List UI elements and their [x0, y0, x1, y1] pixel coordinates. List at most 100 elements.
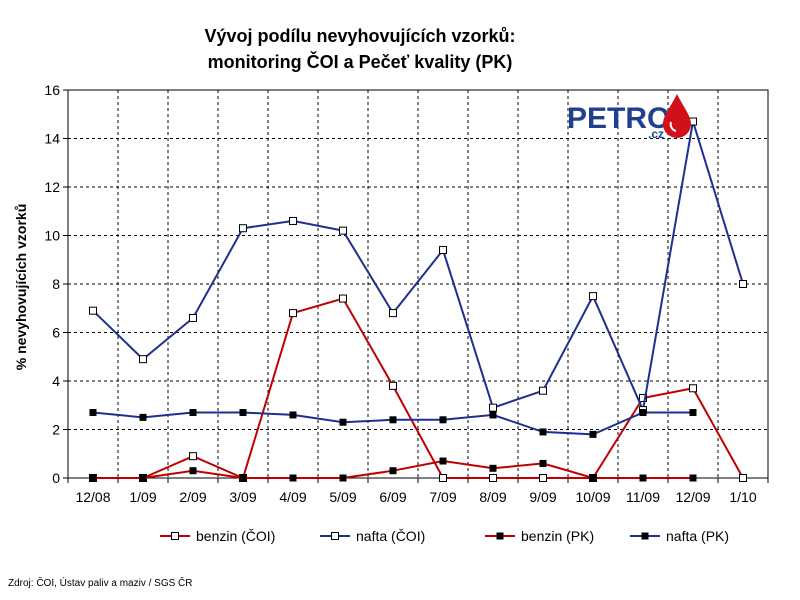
legend-item: benzin (PK)	[485, 528, 594, 544]
data-point	[339, 226, 347, 235]
data-point	[589, 430, 597, 438]
legend-swatch-marker	[496, 532, 504, 540]
data-point	[139, 474, 147, 482]
data-point	[239, 409, 247, 417]
y-tick-label: 10	[44, 228, 60, 244]
x-tick-label: 7/09	[429, 489, 456, 505]
y-tick-label: 8	[52, 276, 60, 292]
data-point	[389, 309, 397, 318]
x-tick-label: 4/09	[279, 489, 306, 505]
data-point	[139, 413, 147, 421]
x-tick-label: 1/09	[129, 489, 156, 505]
data-point	[239, 224, 247, 233]
y-tick-label: 0	[52, 470, 60, 486]
legend-label: nafta (ČOI)	[356, 528, 425, 544]
data-point	[439, 474, 447, 482]
data-point	[589, 474, 597, 482]
data-point	[439, 457, 447, 465]
legend-item: benzin (ČOI)	[160, 528, 275, 544]
x-tick-label: 11/09	[626, 489, 660, 505]
data-point	[639, 393, 647, 402]
data-point	[739, 280, 747, 288]
data-point	[439, 246, 447, 255]
data-point	[289, 216, 297, 225]
data-point	[189, 313, 197, 322]
grid	[68, 90, 768, 478]
oil-drop-highlight	[669, 121, 677, 132]
data-point	[739, 474, 747, 482]
data-point	[339, 418, 347, 426]
x-tick-label: 9/09	[529, 489, 556, 505]
data-point	[439, 416, 447, 424]
x-tick-label: 8/09	[479, 489, 506, 505]
series-line	[93, 297, 744, 480]
data-point	[539, 474, 547, 482]
legend-label: benzin (ČOI)	[196, 528, 275, 544]
logo-suffix: .cz	[648, 127, 664, 141]
data-point	[489, 411, 497, 419]
data-point	[639, 474, 647, 482]
data-point	[389, 381, 397, 390]
chart-title-line-2: monitoring ČOI a Pečeť kvality (PK)	[208, 51, 513, 72]
legend-swatch-marker	[331, 532, 339, 540]
data-point	[389, 467, 397, 475]
x-tick-label: 10/09	[575, 489, 610, 505]
data-point	[89, 306, 97, 315]
data-point	[389, 416, 397, 424]
data-point	[689, 474, 697, 482]
data-point	[489, 464, 497, 472]
y-tick-label: 16	[44, 82, 60, 98]
data-point	[289, 411, 297, 419]
data-point	[689, 409, 697, 417]
data-point	[289, 474, 297, 482]
x-tick-label: 1/10	[729, 489, 756, 505]
y-tick-label: 6	[52, 325, 60, 341]
data-point	[589, 292, 597, 301]
series-1	[89, 117, 747, 415]
x-tick-label: 6/09	[379, 489, 406, 505]
data-point	[539, 386, 547, 395]
source-note: Zdroj: ČOI, Ústav paliv a maziv / SGS ČR	[8, 576, 193, 589]
series-layer	[89, 117, 747, 482]
data-point	[89, 409, 97, 417]
legend-item: nafta (ČOI)	[320, 528, 425, 544]
x-tick-label: 3/09	[229, 489, 256, 505]
data-point	[489, 403, 497, 412]
data-point	[189, 452, 197, 461]
series-2	[89, 457, 697, 482]
x-tick-label: 5/09	[329, 489, 356, 505]
y-tick-label: 4	[52, 373, 60, 389]
data-point	[289, 309, 297, 318]
x-tick-label: 12/09	[675, 489, 710, 505]
series-line	[92, 121, 744, 414]
data-point	[639, 409, 647, 417]
series-3	[89, 409, 697, 438]
data-point	[189, 467, 197, 475]
data-point	[489, 474, 497, 482]
data-point	[689, 384, 697, 393]
data-point	[539, 459, 547, 467]
oil-drop-icon	[663, 94, 691, 138]
data-point	[189, 409, 197, 417]
chart-title-line-1: Vývoj podílu nevyhovujících vzorků:	[204, 26, 515, 46]
data-point	[539, 428, 547, 436]
y-tick-label: 12	[44, 179, 60, 195]
legend-swatch-marker	[171, 532, 179, 540]
data-point	[339, 294, 347, 303]
data-point	[89, 474, 97, 482]
legend: benzin (ČOI) nafta (ČOI) benzin (PK) nafta …	[160, 528, 729, 544]
y-axis-label: % nevyhovujících vzorků	[13, 204, 29, 371]
legend-label: nafta (PK)	[666, 528, 729, 544]
petrol-logo: PETROL .cz	[567, 94, 691, 141]
legend-label: benzin (PK)	[521, 528, 594, 544]
data-point	[139, 355, 147, 364]
axes: 0 2 4 6 8 10 12 14 16 12/08 1/09 2/09 3/09 4/09 5/09 6/…	[44, 82, 769, 505]
legend-item: nafta (PK)	[630, 528, 729, 544]
data-point	[239, 474, 247, 482]
x-tick-label: 2/09	[179, 489, 206, 505]
y-tick-label: 2	[52, 422, 60, 438]
y-tick-label: 14	[44, 131, 60, 147]
data-point	[339, 474, 347, 482]
x-tick-label: 12/08	[75, 489, 110, 505]
